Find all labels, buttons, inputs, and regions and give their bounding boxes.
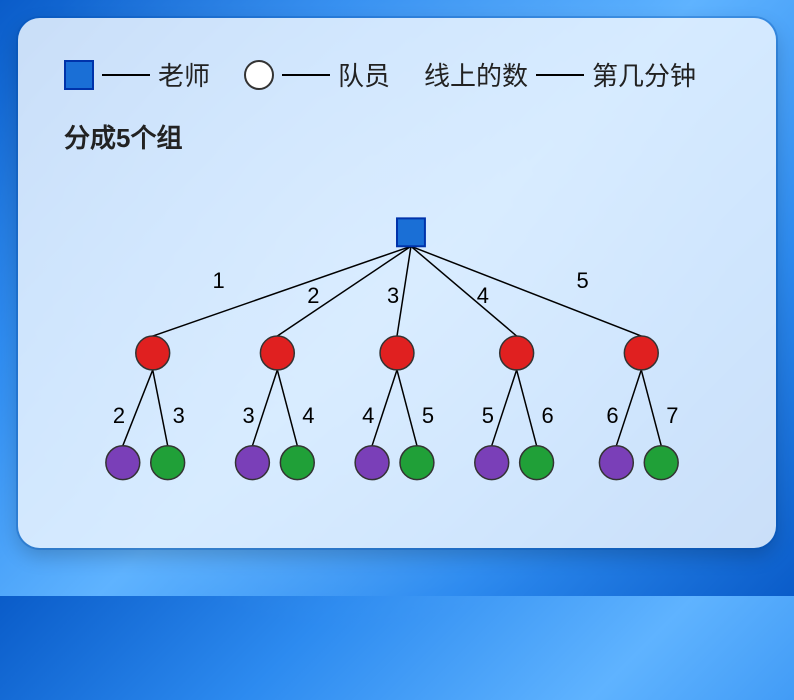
tree-edge: [411, 246, 641, 336]
tree-edge: [153, 370, 168, 446]
tree-edge: [372, 370, 397, 446]
level1-node-3: [500, 336, 534, 370]
legend-member-icon: [244, 60, 274, 90]
edge-label: 2: [307, 283, 319, 308]
legend-minute-label: 第几分钟: [592, 56, 696, 93]
level1-node-2: [380, 336, 414, 370]
legend-dash-2: [282, 74, 330, 76]
tree-edge: [397, 370, 417, 446]
legend-teacher-label: 老师: [158, 56, 210, 93]
level2-node-8: [599, 446, 633, 480]
edge-label: 3: [173, 403, 185, 428]
tree-edge: [492, 370, 517, 446]
legend-teacher-icon: [64, 60, 94, 90]
edge-label: 5: [422, 403, 434, 428]
edge-label: 4: [477, 283, 489, 308]
edge-label: 1: [213, 268, 225, 293]
legend-row: 老师 队员 线上的数 第几分钟: [64, 56, 746, 93]
level1-node-4: [624, 336, 658, 370]
level2-node-3: [280, 446, 314, 480]
tree-edge: [153, 246, 411, 336]
tree-svg: 1 2 3 4 5 2 3 3 4 4 5 5 6 6 7: [58, 168, 736, 518]
edge-label: 5: [576, 268, 588, 293]
legend-member-label: 队员: [338, 56, 390, 93]
level2-node-2: [235, 446, 269, 480]
edge-label: 2: [113, 403, 125, 428]
edge-label: 7: [666, 403, 678, 428]
edge-label: 6: [606, 403, 618, 428]
edge-label: 3: [242, 403, 254, 428]
tree-diagram: 1 2 3 4 5 2 3 3 4 4 5 5 6 6 7: [58, 168, 736, 518]
edge-label: 6: [542, 403, 554, 428]
edge-label: 3: [387, 283, 399, 308]
tree-edge: [641, 370, 661, 446]
level2-node-0: [106, 446, 140, 480]
edge-label: 4: [302, 403, 314, 428]
level2-node-1: [151, 446, 185, 480]
subtitle-text: 分成5个组: [64, 118, 182, 155]
legend-line-label: 线上的数: [424, 56, 528, 93]
level2-node-4: [355, 446, 389, 480]
content-panel: 老师 队员 线上的数 第几分钟 分成5个组 1 2 3 4 5 2 3 3 4 4 5 5 6 6 7: [18, 18, 776, 548]
tree-edge: [517, 370, 537, 446]
level2-node-5: [400, 446, 434, 480]
edge-label: 4: [362, 403, 374, 428]
legend-dash-3: [536, 74, 584, 76]
tree-edge: [616, 370, 641, 446]
tree-edge: [252, 370, 277, 446]
tree-nodes: [106, 218, 678, 479]
root-node: [397, 218, 425, 246]
level1-node-0: [136, 336, 170, 370]
level2-node-9: [644, 446, 678, 480]
level2-node-7: [520, 446, 554, 480]
level1-node-1: [260, 336, 294, 370]
edge-label: 5: [482, 403, 494, 428]
level2-node-6: [475, 446, 509, 480]
legend-dash-1: [102, 74, 150, 76]
tree-edge: [277, 370, 297, 446]
tree-edge: [123, 370, 153, 446]
tree-edge: [411, 246, 517, 336]
